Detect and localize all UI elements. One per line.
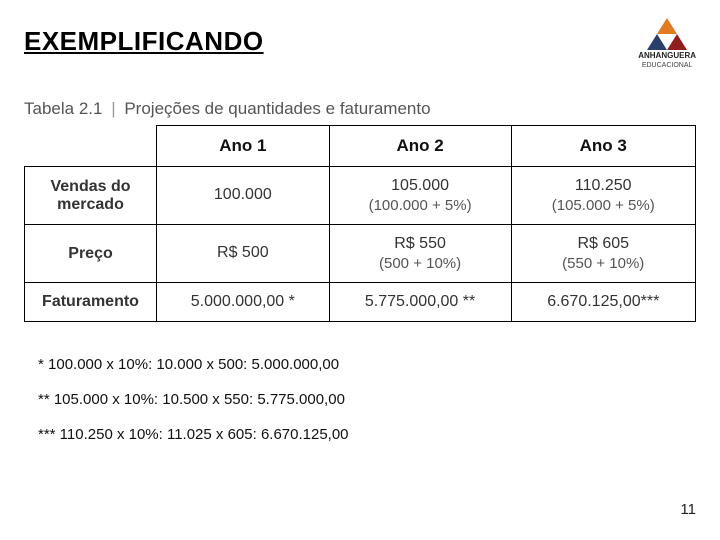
table-cell: 5.000.000,00 * bbox=[157, 283, 330, 322]
cell-main: R$ 605 bbox=[577, 235, 629, 252]
table-row: Faturamento 5.000.000,00 * 5.775.000,00 … bbox=[25, 283, 696, 322]
table-corner-blank bbox=[25, 126, 157, 167]
table-caption-text: Projeções de quantidades e faturamento bbox=[124, 99, 430, 118]
cell-main: 5.000.000,00 * bbox=[191, 293, 295, 310]
table-row: Vendas do mercado 100.000 105.000 (100.0… bbox=[25, 167, 696, 225]
page-title: EXEMPLIFICANDO bbox=[24, 26, 264, 57]
table-header-row: Ano 1 Ano 2 Ano 3 bbox=[25, 126, 696, 167]
table-cell: R$ 500 bbox=[157, 225, 330, 283]
cell-main: 6.670.125,00*** bbox=[547, 293, 659, 310]
row-header: Faturamento bbox=[25, 283, 157, 322]
cell-sub: (100.000 + 5%) bbox=[336, 197, 505, 214]
row-header: Vendas do mercado bbox=[25, 167, 157, 225]
footnote-1: * 100.000 x 10%: 10.000 x 500: 5.000.000… bbox=[38, 356, 696, 373]
brand-logo: ANHANGUERA EDUCACIONAL bbox=[638, 18, 696, 69]
table-cell: 110.250 (105.000 + 5%) bbox=[511, 167, 696, 225]
footnotes: * 100.000 x 10%: 10.000 x 500: 5.000.000… bbox=[24, 356, 696, 443]
brand-name: ANHANGUERA bbox=[638, 52, 696, 60]
cell-main: 100.000 bbox=[214, 186, 272, 203]
cell-main: R$ 550 bbox=[394, 235, 446, 252]
cell-main: R$ 500 bbox=[217, 244, 269, 261]
cell-main: 110.250 bbox=[575, 177, 632, 194]
table-cell: 105.000 (100.000 + 5%) bbox=[329, 167, 511, 225]
cell-sub: (550 + 10%) bbox=[518, 255, 690, 272]
col-header: Ano 2 bbox=[329, 126, 511, 167]
table-cell: R$ 605 (550 + 10%) bbox=[511, 225, 696, 283]
page-number: 11 bbox=[680, 501, 696, 518]
cell-main: 5.775.000,00 ** bbox=[365, 293, 475, 310]
cell-sub: (500 + 10%) bbox=[336, 255, 505, 272]
cell-sub: (105.000 + 5%) bbox=[518, 197, 690, 214]
footnote-2: ** 105.000 x 10%: 10.500 x 550: 5.775.00… bbox=[38, 391, 696, 408]
header: EXEMPLIFICANDO ANHANGUERA EDUCACIONAL bbox=[24, 18, 696, 69]
col-header: Ano 1 bbox=[157, 126, 330, 167]
brand-subtitle: EDUCACIONAL bbox=[642, 62, 693, 69]
table-cell: 6.670.125,00*** bbox=[511, 283, 696, 322]
col-header: Ano 3 bbox=[511, 126, 696, 167]
projections-table: Ano 1 Ano 2 Ano 3 Vendas do mercado 100.… bbox=[24, 125, 696, 322]
table-row: Preço R$ 500 R$ 550 (500 + 10%) R$ 605 (… bbox=[25, 225, 696, 283]
table-cell: R$ 550 (500 + 10%) bbox=[329, 225, 511, 283]
caption-separator-icon: | bbox=[111, 99, 115, 118]
table-cell: 5.775.000,00 ** bbox=[329, 283, 511, 322]
footnote-3: *** 110.250 x 10%: 11.025 x 605: 6.670.1… bbox=[38, 426, 696, 443]
row-header: Preço bbox=[25, 225, 157, 283]
anhanguera-logo-icon bbox=[645, 18, 689, 50]
cell-main: 105.000 bbox=[391, 177, 449, 194]
table-caption: Tabela 2.1 | Projeções de quantidades e … bbox=[24, 99, 696, 119]
table-cell: 100.000 bbox=[157, 167, 330, 225]
table-caption-prefix: Tabela 2.1 bbox=[24, 99, 102, 118]
